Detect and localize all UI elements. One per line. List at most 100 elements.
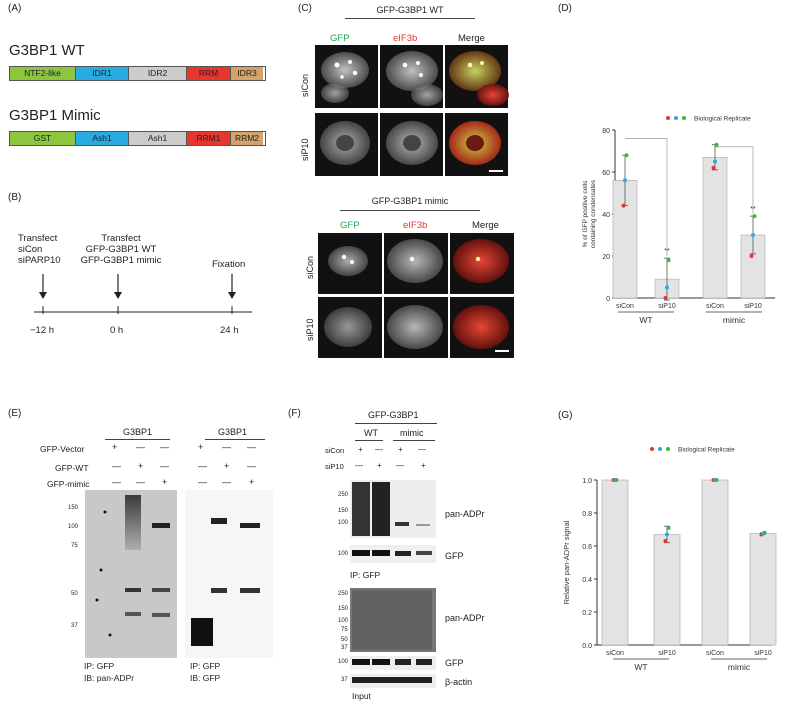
panel-e-label: (E) (8, 408, 22, 419)
legend-dot-1 (674, 116, 678, 120)
f-mark-r1-c0: — (355, 461, 363, 470)
legend-label: Biological Replicate (678, 447, 735, 454)
panel-c-wt-row-sip10: siP10 (300, 138, 310, 162)
f-blot1-mw-0: 250 (338, 492, 349, 498)
f-mark-r0-c3: — (418, 445, 426, 454)
panel-f-group-mimic: mimic (400, 428, 424, 438)
y-tick-label-3: 0.6 (582, 544, 592, 551)
wt-domain-ntf2: NTF2-like (10, 67, 76, 80)
group-label-1: mimic (728, 662, 751, 672)
y-tick-label-2: 0.4 (582, 577, 592, 584)
f-blot1-mw-1: 150 (338, 508, 349, 514)
y-tick-label-1: 20 (602, 254, 610, 261)
replicate-point-1-2 (666, 258, 671, 263)
panel-c-wt-col-merge: Merge (458, 33, 485, 44)
f-blot3-mw-5: 37 (341, 645, 348, 651)
x-tick-label-1: siP10 (658, 303, 676, 310)
event-1-line-2: siCon (18, 244, 43, 255)
panel-b-label: (B) (8, 192, 22, 203)
mimic-domain-gst: GST (10, 132, 76, 145)
x-tick-label-1: siP10 (658, 650, 676, 657)
e-mw-100: 100 (68, 524, 79, 530)
bar-3 (749, 533, 777, 646)
e-caption-right-2: IB: GFP (190, 673, 221, 683)
f-row-sip10-label: siP10 (325, 462, 344, 471)
f-mark-r0-c0: + (358, 445, 363, 454)
panel-e-row-vector-label: GFP-Vector (40, 444, 85, 454)
y-tick-label-2: 40 (602, 212, 610, 219)
wt-domain-idr1: IDR1 (76, 67, 129, 80)
timeline-arrowhead-1 (39, 292, 47, 299)
f-blot5-label: β-actin (445, 677, 473, 687)
timeline-event-1: Transfect siCon siPARP10 (18, 233, 88, 266)
wt-domain-idr3: IDR3 (231, 67, 263, 80)
replicate-point-0-2 (614, 478, 619, 482)
panel-c-mimic-rule (340, 210, 480, 211)
timeline-arrowhead-2 (114, 292, 122, 299)
panel-g-label: (G) (558, 410, 573, 421)
event-2-line-2: GFP-G3BP1 WT (85, 244, 157, 255)
group-label-1: mimic (723, 315, 746, 325)
x-tick-label-2: siCon (706, 303, 724, 310)
blot-e-images (85, 490, 273, 658)
e-mark-r0-c0: + (112, 442, 118, 452)
f-blot4-mw-0: 100 (338, 659, 349, 665)
replicate-point-0-0 (621, 203, 626, 208)
panel-c-wt-micrographs (315, 45, 509, 176)
e-mark-r0-c2: — (160, 442, 169, 452)
x-tick-label-0: siCon (606, 650, 624, 657)
replicate-point-1-2 (666, 525, 671, 530)
panel-a-label: (A) (8, 3, 22, 14)
legend-dot-1 (658, 447, 662, 451)
replicate-point-0-2 (624, 153, 629, 158)
wt-domain-idr2: IDR2 (129, 67, 187, 80)
panel-c-label: (C) (298, 3, 312, 14)
panel-c-wt-rule (345, 18, 475, 19)
x-tick-label-2: siCon (706, 650, 724, 657)
mimic-domain-rrm1: RRM1 (187, 132, 231, 145)
f-blot4-label: GFP (445, 658, 464, 668)
e-mark-r1-c1: + (138, 461, 144, 471)
event-2-line-1: Transfect (101, 233, 141, 244)
e2-mark-r2-c2: + (249, 477, 255, 487)
panel-e-header-right: G3BP1 (218, 427, 248, 437)
replicate-point-2-0 (711, 165, 716, 170)
legend-dot-2 (682, 116, 686, 120)
panel-c-wt-title: GFP-G3BP1 WT (376, 5, 444, 15)
wt-domain-bar: NTF2-like IDR1 IDR2 RRM IDR3 (9, 66, 266, 81)
panel-c-mimic-col-merge: Merge (472, 220, 499, 231)
panel-c-mimic-title: GFP-G3BP1 mimic (371, 196, 449, 206)
e2-mark-r2-c1: — (222, 477, 231, 487)
event-3-line-1: Fixation (212, 259, 246, 270)
blot-f-images (350, 480, 436, 688)
f-ip-caption: IP: GFP (350, 570, 381, 580)
blot-f-ip-gfp (350, 545, 436, 563)
y-axis-label: Relative pan-ADPr signal (562, 520, 571, 604)
e-mark-r2-c0: — (112, 477, 121, 487)
timeline-time-3: 24 h (220, 325, 239, 336)
panel-f-group-wt: WT (364, 428, 378, 438)
panel-e-header-left: G3BP1 (123, 427, 153, 437)
legend-dot-0 (650, 447, 654, 451)
panel-f-header: GFP-G3BP1 (368, 410, 419, 420)
timeline-time-2: 0 h (110, 325, 124, 336)
f-blot3-mw-1: 150 (338, 606, 349, 612)
group-label-0: WT (639, 315, 652, 325)
replicate-point-2-1 (713, 159, 717, 164)
panel-d-label: (D) (558, 3, 572, 14)
x-tick-label-3: siP10 (744, 303, 762, 310)
e-caption-right-1: IP: GFP (190, 661, 221, 671)
y-tick-label-3: 60 (602, 170, 610, 177)
y-tick-label-4: 80 (602, 128, 610, 135)
y-tick-label-1: 0.2 (582, 610, 592, 617)
panel-c-mimic-row-sicon: siCon (305, 255, 315, 279)
panel-c-wt-col-eif3b: eIF3b (393, 33, 418, 44)
panel-c-mimic-col-gfp: GFP (340, 220, 360, 231)
y-tick-label-0: 0 (606, 296, 610, 303)
f-blot3-label: pan-ADPr (445, 613, 485, 623)
group-label-0: WT (634, 662, 647, 672)
mimic-domain-ash1a: Ash1 (76, 132, 129, 145)
panel-e-header-rule-left (105, 439, 170, 440)
replicate-point-1-0 (663, 539, 668, 544)
y-tick-label-5: 1.0 (582, 478, 592, 485)
